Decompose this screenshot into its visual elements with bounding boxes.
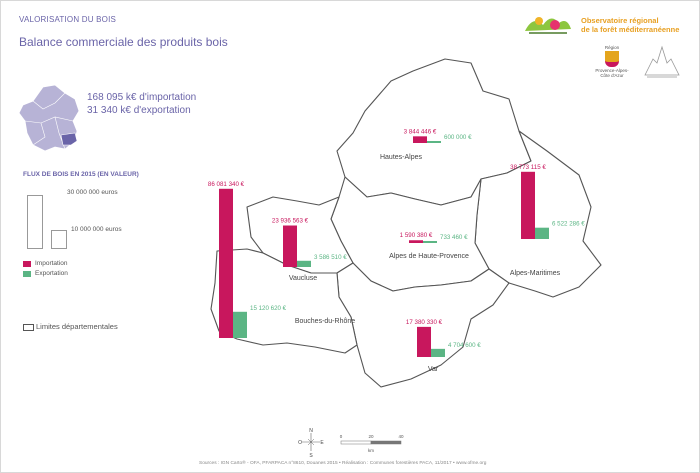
scale-unit: km (368, 448, 374, 453)
dept-name-var: Var (428, 366, 439, 373)
export-bar-vaucluse (297, 260, 311, 267)
import-total: 168 095 k€ d'importation (87, 92, 197, 103)
observatory-logo-icon (525, 17, 571, 34)
import-bar-vaucluse (283, 225, 297, 267)
import-value-label-alpes-maritimes: 38 773 115 € (510, 164, 546, 171)
import-bar-alpes-maritimes (521, 171, 535, 239)
import-value-label-hautes-alpes: 3 844 446 € (404, 128, 437, 135)
legend-export-swatch (23, 271, 31, 277)
compass-s: S (309, 453, 313, 459)
compass-n: N (309, 428, 313, 434)
dept-name-alpes-de-haute-provence: Alpes de Haute-Provence (389, 253, 469, 260)
import-bar-var (417, 326, 431, 357)
export-value-label-hautes-alpes: 600 000 € (444, 134, 472, 141)
import-value-label-bouches-du-rhone: 86 081 340 € (208, 181, 245, 188)
logo-line1: Observatoire régional (581, 16, 659, 25)
export-bar-alpes-maritimes (535, 227, 549, 239)
import-value-label-alpes-de-haute-provence: 1 590 380 € (400, 232, 433, 239)
observatory-logo-text: Observatoire régional de la forêt médite… (581, 16, 679, 34)
source-footer: Sources : IGN Carto® - OFA, PFARPACA n°8… (199, 461, 487, 466)
dept-alpes-maritimes (474, 130, 602, 298)
legend-boundary-label: Limites départementales (36, 322, 118, 331)
export-bar-alpes-de-haute-provence (423, 241, 437, 243)
compass-icon: N E S O (298, 428, 324, 459)
dept-name-hautes-alpes: Hautes-Alpes (380, 154, 423, 161)
legend-scale-large-label: 30 000 000 euros (67, 189, 118, 196)
export-value-label-vaucluse: 3 586 510 € (314, 254, 347, 261)
communes-forestieres-logo (644, 45, 680, 78)
scale-bar: 0 20 40 km (340, 434, 404, 453)
region-logo: Région Provence-Alpes-Côte d'Azur (591, 45, 633, 78)
scale-tick-0: 0 (340, 434, 343, 439)
legend-scale-small-label: 10 000 000 euros (71, 226, 122, 233)
scale-tick-20: 20 (368, 434, 374, 439)
export-bar-bouches-du-rhone (233, 311, 247, 338)
region-shield-icon (605, 51, 619, 67)
section-kicker: VALORISATION DU BOIS (19, 15, 117, 24)
scale-tick-40: 40 (398, 434, 404, 439)
page-title: Balance commerciale des produits bois (19, 35, 228, 49)
import-value-label-var: 17 380 330 € (406, 319, 443, 326)
export-total: 31 340 k€ d'exportation (87, 105, 191, 116)
import-bar-alpes-de-haute-provence (409, 240, 423, 243)
dept-name-vaucluse: Vaucluse (289, 275, 317, 282)
legend-export-label: Exportation (35, 270, 68, 277)
import-bar-hautes-alpes (413, 136, 427, 143)
logo-line2: de la forêt méditerranéenne (581, 25, 680, 34)
region-logo-bottom: Provence-Alpes-Côte d'Azur (595, 68, 629, 78)
legend-scale-small-box (51, 230, 67, 249)
legend-boundary-swatch (23, 324, 34, 331)
region-logo-top: Région (604, 45, 620, 50)
import-value-label-vaucluse: 23 936 563 € (272, 218, 309, 225)
totals-block: 168 095 k€ d'importation 31 340 k€ d'exp… (87, 91, 196, 117)
export-bar-var (431, 348, 445, 357)
export-value-label-alpes-maritimes: 6 522 286 € (552, 221, 585, 228)
france-inset-map (18, 84, 80, 152)
legend-import-swatch (23, 261, 31, 267)
compass-o: O (298, 440, 302, 446)
export-value-label-alpes-de-haute-provence: 733 460 € (440, 234, 468, 241)
export-value-label-var: 4 704 600 € (448, 342, 481, 349)
export-value-label-bouches-du-rhone: 15 120 620 € (250, 305, 287, 312)
import-bar-bouches-du-rhone (219, 188, 233, 338)
compass-e: E (320, 440, 324, 446)
legend-scale-large-box (27, 195, 43, 249)
flux-bars: 3 844 446 € 600 000 € Hautes-Alpes 38 773 1… (208, 128, 585, 373)
legend-title: FLUX DE BOIS EN 2015 (EN VALEUR) (23, 171, 139, 178)
legend-import-label: Importation (35, 260, 68, 267)
export-bar-hautes-alpes (427, 141, 441, 143)
dept-name-alpes-maritimes: Alpes-Maritimes (510, 270, 561, 277)
dept-name-bouches-du-rhone: Bouches-du-Rhône (295, 318, 355, 325)
